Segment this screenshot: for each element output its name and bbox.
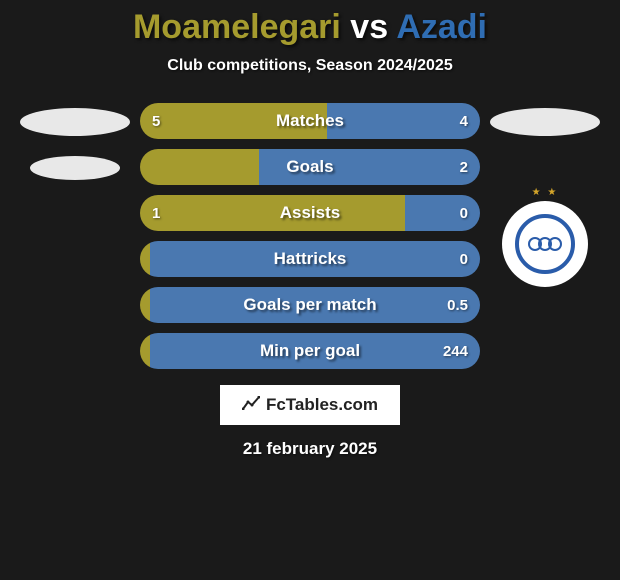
stat-bar: Assists10: [140, 195, 480, 231]
bar-right-segment: [150, 333, 480, 369]
right-placeholder-ellipse: [490, 108, 600, 136]
stat-bar: Goals2: [140, 149, 480, 185]
page-title: Moamelegari vs Azadi: [133, 8, 487, 47]
title-vs: vs: [350, 8, 388, 46]
fctables-label: FcTables.com: [266, 395, 378, 415]
logo-stars-icon: ★ ★: [532, 187, 559, 198]
subtitle: Club competitions, Season 2024/2025: [167, 57, 452, 75]
fctables-watermark: FcTables.com: [220, 385, 400, 425]
bar-left-segment: [140, 195, 405, 231]
stat-bar: Goals per match0.5: [140, 287, 480, 323]
bar-right-value: 2: [460, 159, 468, 176]
bar-right-value: 0.5: [447, 297, 468, 314]
bar-right-value: 0: [460, 251, 468, 268]
bar-left-segment: [140, 149, 259, 185]
stat-bar: Min per goal244: [140, 333, 480, 369]
bar-right-value: 0: [460, 205, 468, 222]
stat-bar: Matches54: [140, 103, 480, 139]
bar-left-segment: [140, 287, 150, 323]
left-placeholder-ellipse-2: [30, 156, 120, 180]
bar-left-segment: [140, 103, 327, 139]
club-logo-inner: [515, 214, 575, 274]
infographic-root: Moamelegari vs Azadi Club competitions, …: [0, 0, 620, 580]
title-right: Azadi: [396, 8, 487, 46]
bar-right-segment: [150, 241, 480, 277]
chart-icon: [242, 396, 260, 415]
title-left: Moamelegari: [133, 8, 341, 46]
bar-right-segment: [150, 287, 480, 323]
right-badge-column: ★ ★: [490, 103, 600, 287]
bar-right-value: 4: [460, 113, 468, 130]
bar-right-segment: [259, 149, 480, 185]
bar-left-value: 1: [152, 205, 160, 222]
bar-right-segment: [327, 103, 480, 139]
bar-left-segment: [140, 333, 150, 369]
stat-bars-column: Matches54Goals2Assists10Hattricks0Goals …: [140, 103, 480, 369]
stat-bar: Hattricks0: [140, 241, 480, 277]
bar-right-segment: [405, 195, 480, 231]
bar-left-segment: [140, 241, 150, 277]
bar-right-value: 244: [443, 343, 468, 360]
club-logo: ★ ★: [502, 201, 588, 287]
main-content-row: Matches54Goals2Assists10Hattricks0Goals …: [0, 103, 620, 369]
left-badge-column: [20, 103, 130, 180]
left-placeholder-ellipse-1: [20, 108, 130, 136]
date-label: 21 february 2025: [243, 439, 377, 459]
bar-left-value: 5: [152, 113, 160, 130]
logo-rings-icon: [530, 237, 560, 251]
